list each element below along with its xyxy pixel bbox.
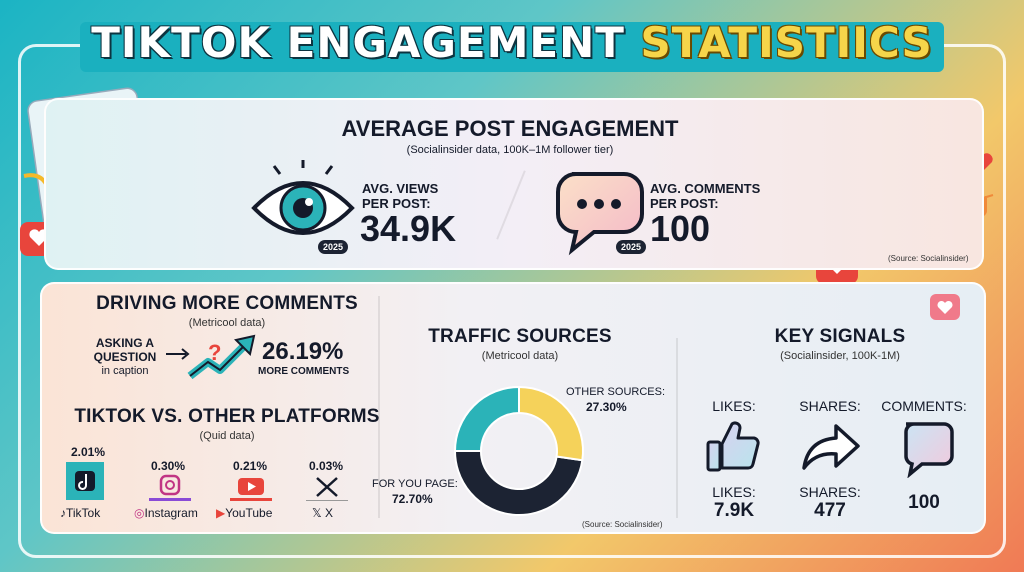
comments-value: 100 <box>650 208 711 249</box>
tiktok-small-icon: ♪ <box>60 506 66 520</box>
driving-value-label: MORE COMMENTS <box>258 366 350 377</box>
likes-value: 7.9K <box>713 500 755 521</box>
platforms-subtitle: (Quid data) <box>199 430 255 442</box>
signals-title: KEY SIGNALS <box>774 326 906 347</box>
youtube-small-icon: ▶ <box>216 506 226 520</box>
thumbs-up-icon <box>706 421 760 472</box>
instagram-small-icon: ◎ <box>134 506 145 520</box>
youtube-bar-fill <box>230 498 272 501</box>
speech-bubble-icon <box>556 172 644 256</box>
views-year-badge: 2025 <box>318 240 349 254</box>
instagram-rate: 0.30% <box>150 459 186 473</box>
instagram-bar <box>149 474 191 501</box>
x-icon <box>316 477 338 497</box>
share-arrow-icon <box>802 424 860 470</box>
question-text: ASKING A QUESTION in caption <box>86 336 164 378</box>
views-value: 34.9K <box>360 208 457 249</box>
shares-value: 477 <box>814 500 846 521</box>
youtube-rate: 0.21% <box>232 459 268 473</box>
left-divider <box>378 296 380 518</box>
youtube-bar <box>230 478 272 501</box>
x-label: 𝕏 X <box>312 506 333 520</box>
x-small-icon: 𝕏 <box>312 506 326 520</box>
likes-label: LIKES: <box>712 484 756 500</box>
x-bar <box>306 477 348 501</box>
tiktok-label: ♪TikTok <box>60 506 100 520</box>
youtube-name: YouTube <box>225 506 273 520</box>
for-you-page-label: FOR YOU PAGE: <box>372 478 458 490</box>
question-line-2: QUESTION <box>93 350 157 364</box>
comments-year-badge: 2025 <box>616 240 647 254</box>
instagram-name: Instagram <box>144 506 198 520</box>
views-label: AVG. VIEWS PER POST: <box>362 181 439 211</box>
comments-signal-value: 100 <box>908 492 940 513</box>
engagement-subtitle: (Socialinsider data, 100K–1M follower ti… <box>406 144 614 156</box>
traffic-source: (Source: Socialinsider) <box>582 520 663 529</box>
question-mark-icon: ? <box>208 340 221 365</box>
tiktok-rate: 2.01% <box>70 445 106 459</box>
instagram-bar-fill <box>149 498 191 501</box>
question-line-3: in caption <box>101 365 149 377</box>
traffic-title: TRAFFIC SOURCES <box>428 326 612 347</box>
traffic-subtitle: (Metricool data) <box>481 350 559 362</box>
x-name: X <box>325 506 334 520</box>
driving-value: 26.19% <box>262 338 344 365</box>
engagement-source: (Source: Socialinsider) <box>888 254 969 263</box>
for-you-page-value: 72.70% <box>392 492 433 506</box>
comments-top-label: COMMENTS: <box>881 398 967 414</box>
tiktok-bar <box>66 462 104 500</box>
other-sources-value: 27.30% <box>586 400 627 414</box>
driving-title: DRIVING MORE COMMENTS <box>96 293 358 314</box>
heart-bubble-icon-small <box>930 294 960 320</box>
youtube-label: ▶YouTube <box>216 506 272 520</box>
tiktok-name: TikTok <box>66 506 101 520</box>
shares-top-label: SHARES: <box>799 398 861 414</box>
driving-subtitle: (Metricool data) <box>188 317 266 329</box>
instagram-label: ◎Instagram <box>134 506 198 520</box>
shares-label: SHARES: <box>799 484 861 500</box>
engagement-title: AVERAGE POST ENGAGEMENT <box>341 116 679 141</box>
right-divider <box>676 338 678 518</box>
likes-top-label: LIKES: <box>712 398 756 414</box>
comment-bubble-icon <box>904 422 954 478</box>
other-sources-label: OTHER SOURCES: <box>566 386 666 398</box>
growth-arrow-icon: ? <box>166 334 256 380</box>
comments-label: AVG. COMMENTS PER POST: <box>650 181 761 211</box>
eye-icon <box>251 160 355 235</box>
traffic-donut-chart <box>453 385 584 516</box>
platforms-title: TIKTOK VS. OTHER PLATFORMS <box>74 406 380 427</box>
signals-subtitle: (Socialinsider, 100K-1M) <box>780 350 900 362</box>
question-line-1: ASKING A <box>95 336 155 350</box>
donut-accent-segment <box>453 385 520 452</box>
donut-slice-other-sources <box>518 385 584 462</box>
title-background <box>80 22 944 72</box>
instagram-icon <box>159 474 181 496</box>
x-bar-fill <box>306 500 348 501</box>
average-engagement-panel <box>44 98 984 270</box>
x-rate: 0.03% <box>308 459 344 473</box>
